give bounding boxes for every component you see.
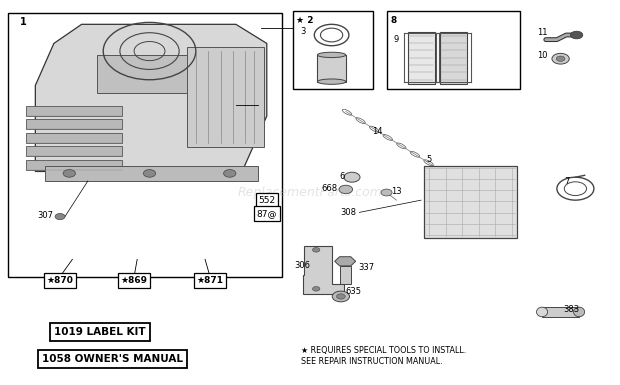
Text: 1058 OWNER'S MANUAL: 1058 OWNER'S MANUAL bbox=[42, 354, 183, 364]
Text: ★870: ★870 bbox=[46, 276, 73, 285]
Text: 13: 13 bbox=[391, 187, 402, 196]
Text: ★871: ★871 bbox=[197, 276, 223, 285]
Polygon shape bbox=[335, 257, 356, 266]
Text: 307: 307 bbox=[37, 211, 53, 220]
FancyBboxPatch shape bbox=[26, 133, 122, 143]
Circle shape bbox=[570, 31, 583, 39]
Text: 5: 5 bbox=[426, 155, 432, 164]
FancyBboxPatch shape bbox=[407, 32, 435, 84]
FancyBboxPatch shape bbox=[317, 55, 346, 82]
Circle shape bbox=[224, 169, 236, 177]
Ellipse shape bbox=[317, 52, 346, 58]
Text: ★ 2: ★ 2 bbox=[296, 15, 313, 25]
Text: 552: 552 bbox=[259, 196, 275, 205]
FancyBboxPatch shape bbox=[26, 106, 122, 116]
FancyBboxPatch shape bbox=[45, 166, 257, 181]
Text: 14: 14 bbox=[372, 127, 382, 136]
Circle shape bbox=[143, 169, 156, 177]
FancyBboxPatch shape bbox=[293, 11, 373, 89]
Text: 7: 7 bbox=[564, 177, 570, 186]
Circle shape bbox=[339, 185, 353, 194]
Ellipse shape bbox=[536, 307, 547, 317]
Circle shape bbox=[63, 169, 76, 177]
FancyBboxPatch shape bbox=[26, 146, 122, 156]
Text: 1: 1 bbox=[20, 17, 27, 27]
FancyBboxPatch shape bbox=[7, 13, 282, 276]
Ellipse shape bbox=[574, 307, 585, 317]
Text: 337: 337 bbox=[358, 263, 374, 272]
Circle shape bbox=[312, 248, 320, 252]
FancyBboxPatch shape bbox=[97, 55, 202, 93]
FancyBboxPatch shape bbox=[26, 119, 122, 129]
Polygon shape bbox=[35, 24, 267, 171]
FancyBboxPatch shape bbox=[340, 266, 351, 284]
Ellipse shape bbox=[317, 79, 346, 84]
FancyBboxPatch shape bbox=[387, 11, 520, 89]
Text: 10: 10 bbox=[537, 51, 547, 60]
Text: 306: 306 bbox=[294, 261, 311, 270]
Text: 87@: 87@ bbox=[257, 209, 277, 218]
Text: 383: 383 bbox=[563, 305, 579, 313]
Circle shape bbox=[337, 294, 345, 299]
FancyBboxPatch shape bbox=[542, 307, 579, 317]
Text: 8: 8 bbox=[390, 15, 396, 25]
Text: 6: 6 bbox=[340, 172, 345, 181]
Polygon shape bbox=[303, 246, 344, 294]
Text: 668: 668 bbox=[322, 184, 338, 193]
Circle shape bbox=[552, 54, 569, 64]
Text: 308: 308 bbox=[340, 208, 356, 217]
Text: ★ REQUIRES SPECIAL TOOLS TO INSTALL.
SEE REPAIR INSTRUCTION MANUAL.: ★ REQUIRES SPECIAL TOOLS TO INSTALL. SEE… bbox=[301, 346, 466, 366]
Circle shape bbox=[344, 172, 360, 182]
Text: ★869: ★869 bbox=[121, 276, 148, 285]
FancyBboxPatch shape bbox=[187, 47, 264, 147]
Circle shape bbox=[312, 286, 320, 291]
FancyBboxPatch shape bbox=[26, 160, 122, 169]
Circle shape bbox=[556, 56, 565, 61]
Circle shape bbox=[332, 291, 350, 302]
Text: 11: 11 bbox=[537, 28, 547, 37]
Text: 3: 3 bbox=[301, 27, 306, 37]
Text: 1019 LABEL KIT: 1019 LABEL KIT bbox=[55, 327, 146, 337]
FancyBboxPatch shape bbox=[424, 166, 516, 238]
Text: 9: 9 bbox=[393, 35, 399, 44]
FancyBboxPatch shape bbox=[440, 32, 467, 84]
Circle shape bbox=[381, 189, 392, 196]
Text: ReplacementParts.com: ReplacementParts.com bbox=[237, 186, 383, 199]
Circle shape bbox=[55, 214, 65, 219]
Text: 635: 635 bbox=[345, 286, 361, 296]
